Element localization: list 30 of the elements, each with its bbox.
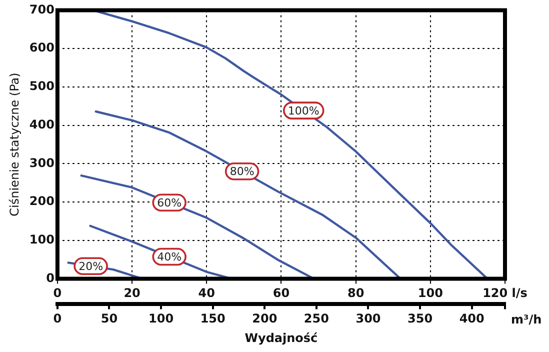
x2-tick-label: 100 <box>148 312 174 326</box>
x-tick-label: 100 <box>418 286 443 300</box>
y-tick-label: 0 <box>46 270 54 285</box>
x2-tick-label: 200 <box>252 312 278 326</box>
x-tick-label: 120 l/s <box>482 286 528 300</box>
x2-tick-label: 150 <box>200 312 226 326</box>
y-tick-label: 100 <box>29 232 54 247</box>
series-label: 80% <box>230 165 254 178</box>
x2-tick-label: 300 <box>356 312 381 326</box>
x-tick-label: 20 <box>124 286 140 300</box>
y-tick-label: 300 <box>29 156 54 170</box>
series-label: 100% <box>288 104 320 118</box>
x-tick-label: 60 <box>272 286 290 300</box>
x2-tick-label: 400 <box>459 312 484 326</box>
x-tick-label: 40 <box>198 286 215 300</box>
x-tick-label: 80 <box>347 286 364 300</box>
series-label: 40% <box>157 250 182 264</box>
y-tick-label: 600 <box>29 40 54 55</box>
y-axis-title: Ciśnienie statyczne (Pa) <box>7 72 22 216</box>
y-tick-label: 500 <box>29 79 54 94</box>
y-tick-label: 700 <box>29 2 54 16</box>
series-label: 20% <box>78 260 104 273</box>
x2-tick-label: 50 <box>100 312 118 326</box>
x2-axis-title: m³/h <box>511 312 542 326</box>
x2-tick-label: 250 <box>304 312 329 326</box>
x-axis-title: Wydajność <box>244 330 318 345</box>
y-tick-label: 400 <box>29 117 54 132</box>
x2-tick-label: 350 <box>408 312 433 326</box>
y-tick-label: 200 <box>29 194 54 208</box>
series-label: 60% <box>157 196 182 210</box>
